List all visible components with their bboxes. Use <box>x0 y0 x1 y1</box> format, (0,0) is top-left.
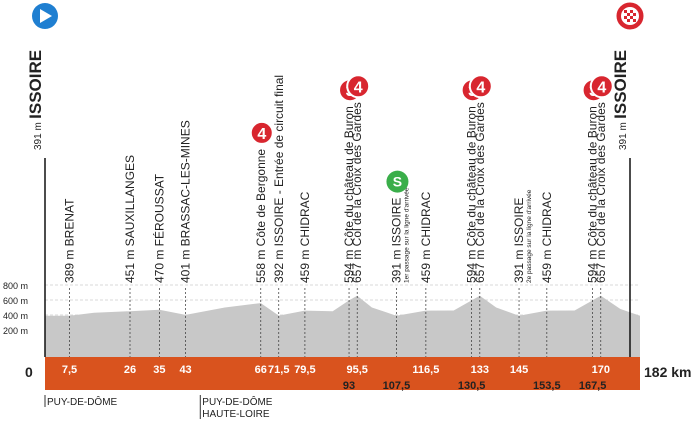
start-arrow <box>40 9 52 23</box>
waypoint-label: 389 m BRENAT <box>63 198 77 283</box>
waypoint-label: 401 m BRASSAC-LES-MINES <box>179 120 193 283</box>
km-label: 116,5 <box>412 364 439 376</box>
climb-category: 4 <box>597 79 606 96</box>
waypoint-note: 2e passage sur la ligne d'arrivée <box>526 189 533 283</box>
km-label: 26 <box>124 364 136 376</box>
x-tick-label: 182 km <box>644 364 691 380</box>
climb-badge <box>249 120 274 145</box>
waypoint-label: 459 m CHIDRAC <box>540 191 554 283</box>
climb-category: 4 <box>257 126 266 143</box>
start-name: ISSOIRE <box>26 50 45 119</box>
region-label: HAUTE-LOIRE <box>202 409 270 420</box>
km-label: 43 <box>179 364 191 376</box>
km-label: 66 <box>255 364 267 376</box>
profile-area <box>45 295 640 357</box>
waypoint-label: 459 m CHIDRAC <box>298 191 312 283</box>
waypoint-label: 459 m CHIDRAC <box>419 191 433 283</box>
km-label: 95,5 <box>347 364 368 376</box>
y-tick-label: 200 m <box>3 326 28 336</box>
climb-category: 4 <box>354 79 363 96</box>
km-label: 35 <box>153 364 165 376</box>
waypoint-label: 391 m ISSOIRE <box>512 198 526 283</box>
km-label: 153,5 <box>533 380 561 392</box>
y-tick-label: 600 m <box>3 296 28 306</box>
km-label: 93 <box>343 380 355 392</box>
waypoint-label: 391 m ISSOIRE <box>389 198 403 283</box>
waypoint-note: 1er passage sur la ligne d'arrivée <box>403 187 410 283</box>
km-label: 130,5 <box>458 380 486 392</box>
start-altitude: 391 m <box>33 122 44 150</box>
climb-category: 4 <box>476 79 485 96</box>
x-tick-label: 0 <box>25 364 33 380</box>
climb-badge <box>346 74 371 99</box>
region-label: PUY-DE-DÔME <box>202 395 273 408</box>
waypoint-label: 558 m Côte de Bergonne <box>254 149 268 283</box>
waypoint-label: 594 m Côte du château de Buron <box>465 106 479 283</box>
km-label: 79,5 <box>294 364 315 376</box>
start-label: 391 m ISSOIRE <box>26 50 45 150</box>
km-label: 133 <box>471 364 489 376</box>
waypoint-label: 657 m Col de la Croix des Gardes <box>473 102 487 283</box>
km-label: 167,5 <box>579 380 607 392</box>
km-label: 7,5 <box>62 364 77 376</box>
waypoint-label: 392 m ISSOIRE - Entrée de circuit final <box>272 75 286 283</box>
climb-badge <box>589 74 614 99</box>
y-tick-label: 800 m <box>3 281 28 291</box>
waypoint-label: 451 m SAUXILLANGES <box>123 155 137 283</box>
distance-band <box>45 357 640 390</box>
finish-altitude: 391 m <box>618 122 629 150</box>
waypoint-label: 594 m Côte du château de Buron <box>342 106 356 283</box>
waypoint-label: 594 m Côte du château de Buron <box>586 106 600 283</box>
region-label: PUY-DE-DÔME <box>47 395 118 408</box>
y-tick-label: 400 m <box>3 311 28 321</box>
waypoint-label: 657 m Col de la Croix des Gardes <box>594 102 608 283</box>
waypoint-label: 657 m Col de la Croix des Gardes <box>350 102 364 283</box>
finish-label: 391 m ISSOIRE <box>611 50 630 150</box>
km-label: 107,5 <box>383 380 411 392</box>
waypoint-label: 470 m FÉROUSSAT <box>151 173 166 283</box>
km-label: 71,5 <box>268 364 289 376</box>
km-label: 170 <box>592 364 610 376</box>
km-label: 145 <box>510 364 528 376</box>
climb-badge <box>468 74 493 99</box>
sprint-badge <box>386 170 409 193</box>
finish-name: ISSOIRE <box>611 50 630 119</box>
sprint-label: S <box>393 174 402 190</box>
finish-icon <box>616 2 644 30</box>
